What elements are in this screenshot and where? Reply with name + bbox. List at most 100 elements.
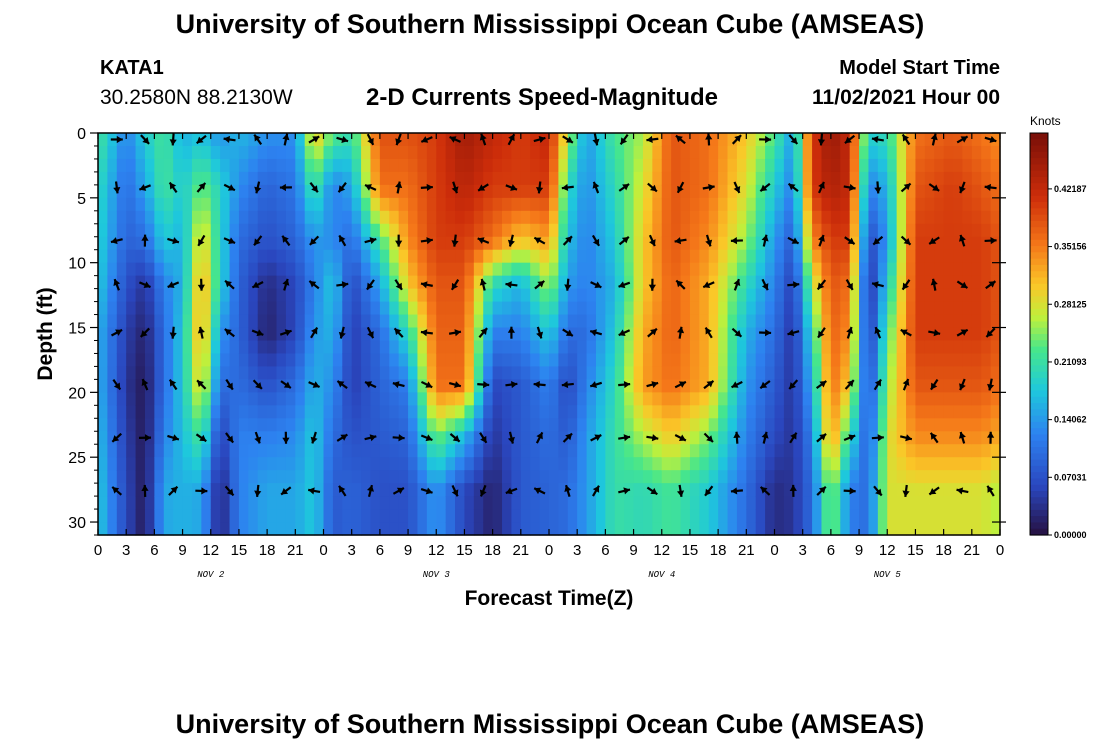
speed-cell xyxy=(332,158,343,173)
speed-cell xyxy=(530,457,541,471)
speed-cell xyxy=(417,444,428,458)
speed-cell xyxy=(248,275,259,290)
speed-cell xyxy=(135,366,146,380)
speed-cell xyxy=(201,340,212,355)
speed-cell xyxy=(953,288,964,303)
speed-cell xyxy=(990,288,1001,303)
speed-cell xyxy=(887,457,898,471)
speed-cell xyxy=(116,262,127,277)
speed-cell xyxy=(793,210,804,225)
speed-cell xyxy=(924,496,935,510)
speed-cell xyxy=(586,509,597,523)
speed-cell xyxy=(492,483,503,497)
speed-cell xyxy=(699,392,710,406)
speed-cell xyxy=(755,288,766,303)
speed-cell xyxy=(126,327,137,342)
speed-cell xyxy=(708,431,719,445)
speed-cell xyxy=(718,470,729,484)
speed-cell xyxy=(633,288,644,303)
speed-cell xyxy=(370,223,381,238)
speed-cell xyxy=(981,158,992,173)
speed-cell xyxy=(812,301,823,316)
speed-cell xyxy=(614,171,625,186)
current-arrow xyxy=(929,432,939,444)
speed-cell xyxy=(332,353,343,368)
speed-cell xyxy=(323,366,334,380)
speed-cell xyxy=(680,405,691,419)
speed-cell xyxy=(699,210,710,225)
speed-cell xyxy=(173,340,184,355)
current-arrow xyxy=(505,184,518,191)
speed-cell xyxy=(661,418,672,432)
speed-cell xyxy=(924,431,935,445)
speed-cell xyxy=(642,197,653,212)
speed-cell xyxy=(821,301,832,316)
speed-cell xyxy=(267,223,278,238)
speed-cell xyxy=(144,509,155,523)
speed-cell xyxy=(370,184,381,199)
speed-cell xyxy=(229,288,240,303)
speed-cell xyxy=(163,236,174,251)
current-arrow xyxy=(562,135,574,144)
speed-cell xyxy=(520,184,531,199)
speed-cell xyxy=(896,496,907,510)
speed-cell xyxy=(426,314,437,329)
speed-cell xyxy=(840,392,851,406)
speed-cell xyxy=(154,184,165,199)
speed-cell xyxy=(633,418,644,432)
speed-cell xyxy=(671,483,682,497)
speed-cell xyxy=(689,340,700,355)
speed-cell xyxy=(342,366,353,380)
speed-cell xyxy=(896,405,907,419)
speed-cell xyxy=(116,236,127,251)
speed-cell xyxy=(511,171,522,186)
speed-cell xyxy=(370,457,381,471)
speed-cell xyxy=(126,444,137,458)
speed-cell xyxy=(163,171,174,186)
speed-cell xyxy=(558,145,569,160)
speed-cell xyxy=(595,379,606,393)
speed-cell xyxy=(163,522,174,536)
speed-cell xyxy=(943,509,954,523)
speed-cell xyxy=(285,483,296,497)
speed-cell xyxy=(840,223,851,238)
speed-cell xyxy=(107,236,118,251)
speed-cell xyxy=(915,249,926,264)
current-arrow xyxy=(366,484,374,497)
speed-cell xyxy=(370,288,381,303)
speed-cell xyxy=(126,133,137,147)
speed-cell xyxy=(511,327,522,342)
colorbar-swatch xyxy=(1030,365,1048,373)
speed-cell xyxy=(163,470,174,484)
speed-cell xyxy=(868,197,879,212)
current-arrow xyxy=(477,183,489,192)
speed-cell xyxy=(821,457,832,471)
speed-cell xyxy=(370,327,381,342)
speed-cell xyxy=(802,327,813,342)
speed-cell xyxy=(323,145,334,160)
current-arrow xyxy=(280,486,292,496)
x-tick-label: 3 xyxy=(122,542,130,559)
speed-cell xyxy=(370,496,381,510)
speed-cell xyxy=(821,379,832,393)
speed-cell xyxy=(511,496,522,510)
speed-cell xyxy=(304,418,315,432)
speed-cell xyxy=(191,236,202,251)
speed-cell xyxy=(549,262,559,277)
speed-cell xyxy=(144,457,155,471)
current-arrow xyxy=(392,434,405,442)
speed-cell xyxy=(727,366,738,380)
speed-cell xyxy=(304,223,315,238)
speed-cell xyxy=(210,236,221,251)
speed-cell xyxy=(511,470,522,484)
speed-cell xyxy=(436,509,447,523)
speed-cell xyxy=(718,405,729,419)
speed-cell xyxy=(502,340,513,355)
speed-cell xyxy=(116,288,127,303)
current-arrow xyxy=(168,181,178,194)
speed-cell xyxy=(530,353,541,368)
speed-cell xyxy=(981,470,992,484)
speed-cell xyxy=(182,457,193,471)
speed-cell xyxy=(238,171,249,186)
speed-cell xyxy=(812,262,823,277)
